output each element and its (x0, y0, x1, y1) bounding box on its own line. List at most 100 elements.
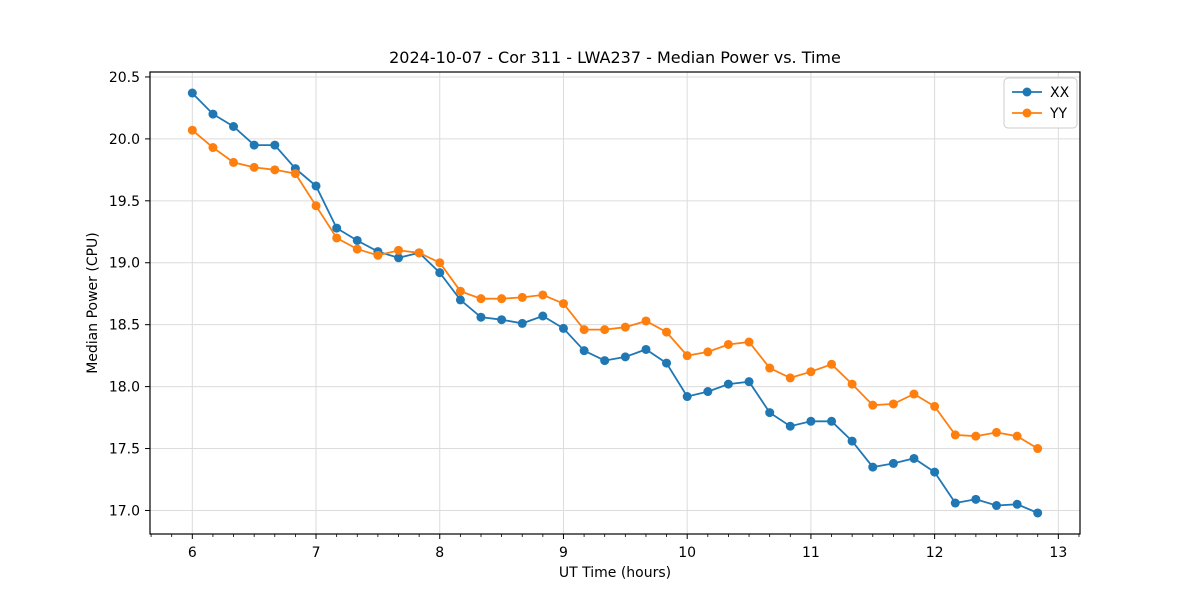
x-tick-label: 6 (188, 545, 197, 561)
x-axis-label: UT Time (hours) (559, 565, 671, 581)
x-tick-label: 11 (802, 545, 820, 561)
data-point-xx (538, 311, 548, 321)
data-point-yy (414, 248, 424, 258)
data-point-yy (558, 299, 568, 309)
data-point-yy (538, 290, 548, 300)
x-tick-label: 13 (1049, 545, 1067, 561)
data-point-xx (455, 295, 465, 305)
data-point-xx (641, 344, 651, 354)
data-point-xx (682, 392, 692, 402)
data-point-xx (744, 377, 754, 387)
data-point-yy (517, 292, 527, 302)
y-tick-label: 20.0 (109, 132, 140, 148)
data-point-yy (394, 245, 404, 255)
data-point-yy (785, 373, 795, 383)
x-tick-label: 8 (435, 545, 444, 561)
data-point-yy (497, 294, 507, 304)
legend-marker-sample (1022, 108, 1032, 118)
data-point-yy (847, 379, 857, 389)
data-point-yy (909, 389, 919, 399)
data-point-yy (455, 286, 465, 296)
series-layer (187, 88, 1043, 518)
data-point-xx (827, 416, 837, 426)
data-point-yy (332, 233, 342, 243)
data-point-yy (373, 250, 383, 260)
x-tick-label: 10 (678, 545, 696, 561)
grid-layer (150, 72, 1080, 534)
data-point-xx (1033, 508, 1043, 518)
x-tick-label: 12 (926, 545, 944, 561)
data-point-yy (888, 399, 898, 409)
legend-label-xx: XX (1050, 85, 1070, 101)
data-point-xx (517, 318, 527, 328)
data-point-xx (723, 379, 733, 389)
legend-marker-sample (1022, 87, 1032, 97)
series-line-xx (191, 92, 1039, 514)
x-tick-label: 7 (312, 545, 321, 561)
data-point-xx (497, 315, 507, 325)
data-point-xx (888, 458, 898, 468)
data-point-yy (476, 294, 486, 304)
data-point-yy (311, 201, 321, 211)
data-point-yy (641, 316, 651, 326)
y-tick-label: 20.5 (109, 70, 140, 86)
data-point-xx (971, 494, 981, 504)
data-point-xx (868, 462, 878, 472)
data-point-yy (1033, 444, 1043, 454)
data-point-xx (950, 498, 960, 508)
data-point-xx (620, 352, 630, 362)
data-point-xx (662, 358, 672, 368)
data-point-yy (662, 327, 672, 337)
data-point-yy (744, 337, 754, 347)
data-point-xx (476, 312, 486, 322)
tick-layer: 6 7 8 9 10 11 12 13 17.0 17.5 18.0 18.5 19.0 19.5 20.0… (109, 70, 1080, 561)
y-tick-label: 17.0 (109, 503, 140, 519)
data-point-yy (620, 322, 630, 332)
y-tick-label: 19.5 (109, 194, 140, 210)
data-point-xx (765, 408, 775, 418)
series-line-yy (191, 129, 1039, 450)
data-point-xx (332, 223, 342, 233)
data-point-yy (703, 347, 713, 357)
y-tick-label: 17.5 (109, 442, 140, 458)
data-point-xx (558, 323, 568, 333)
chart-title: 2024-10-07 - Cor 311 - LWA237 - Median P… (389, 48, 841, 67)
data-point-yy (723, 339, 733, 349)
data-point-yy (971, 431, 981, 441)
data-point-xx (600, 356, 610, 366)
data-point-yy (600, 325, 610, 335)
data-point-xx (311, 181, 321, 191)
data-point-yy (290, 169, 300, 179)
data-point-yy (991, 427, 1001, 437)
y-tick-label: 19.0 (109, 256, 140, 272)
data-point-yy (229, 157, 239, 167)
y-tick-label: 18.0 (109, 380, 140, 396)
data-point-yy (435, 258, 445, 268)
data-point-xx (930, 467, 940, 477)
data-point-xx (352, 235, 362, 245)
x-tick-label: 9 (559, 545, 568, 561)
data-point-yy (682, 351, 692, 361)
data-point-yy (352, 244, 362, 254)
data-point-yy (827, 359, 837, 369)
data-point-yy (270, 165, 280, 175)
data-point-yy (208, 143, 218, 153)
data-point-xx (229, 121, 239, 131)
data-point-yy (950, 430, 960, 440)
y-tick-label: 18.5 (109, 318, 140, 334)
data-point-yy (806, 367, 816, 377)
data-point-yy (187, 125, 197, 135)
data-point-xx (579, 346, 589, 356)
data-point-xx (847, 436, 857, 446)
data-point-xx (394, 253, 404, 263)
data-point-xx (208, 109, 218, 119)
legend: XX YY (1003, 77, 1078, 129)
plot-border (149, 71, 1081, 535)
data-point-xx (435, 268, 445, 278)
data-point-yy (579, 325, 589, 335)
data-point-xx (703, 387, 713, 397)
data-point-yy (249, 162, 259, 172)
data-point-xx (909, 453, 919, 463)
